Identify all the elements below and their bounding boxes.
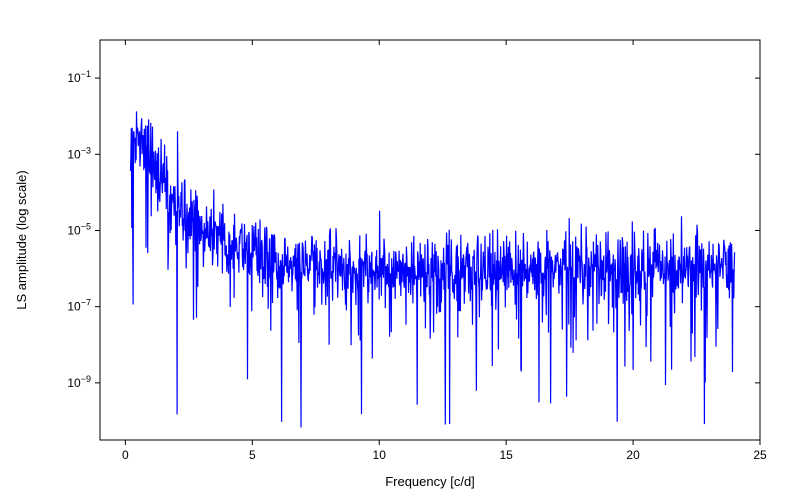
chart-svg: 0 5 10 15 20 25 10−9 10−7 10−5 10−3 10−1 Frequency … bbox=[0, 0, 800, 500]
y-tick-label: 10−1 bbox=[67, 69, 91, 85]
x-tick-label: 25 bbox=[753, 448, 767, 462]
x-tick-label: 15 bbox=[499, 448, 513, 462]
y-tick-label: 10−5 bbox=[67, 221, 91, 237]
x-tick-label: 5 bbox=[249, 448, 256, 462]
periodogram-chart: 0 5 10 15 20 25 10−9 10−7 10−5 10−3 10−1 Frequency … bbox=[0, 0, 800, 500]
y-tick-label: 10−9 bbox=[67, 374, 91, 390]
y-axis-label: LS amplitude (log scale) bbox=[14, 170, 29, 309]
x-tick-label: 10 bbox=[373, 448, 387, 462]
y-tick-label: 10−3 bbox=[67, 145, 91, 161]
spectrum-line bbox=[131, 111, 735, 427]
x-axis-label: Frequency [c/d] bbox=[385, 474, 475, 489]
y-tick-label: 10−7 bbox=[67, 298, 91, 314]
x-tick-label: 20 bbox=[626, 448, 640, 462]
x-tick-label: 0 bbox=[122, 448, 129, 462]
